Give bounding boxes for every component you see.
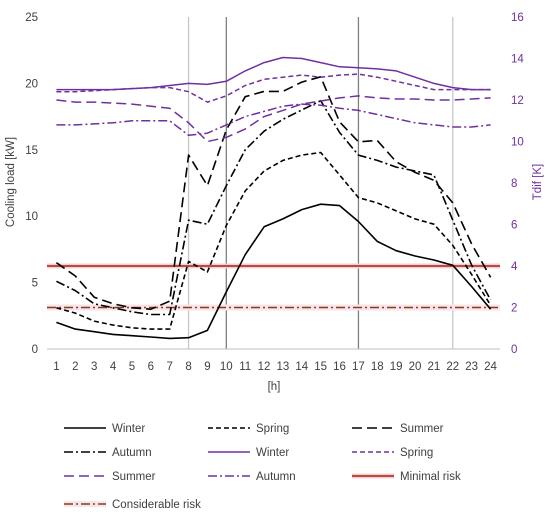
y2-tick-label: 4 — [511, 261, 518, 273]
y2-axis-title: Tdif [K] — [532, 164, 544, 200]
x-tick-label: 15 — [314, 361, 327, 373]
legend-label: Autumn — [256, 471, 296, 483]
risk-reference-lines — [47, 263, 500, 311]
legend-label: Spring — [400, 447, 433, 459]
x-tick-labels: 1 2 3 4 5 6 7 8 9 10 11 12 13 14 15 16 17 18 19 20 21 22 23 24 — [53, 361, 497, 373]
x-tick-label: 12 — [258, 361, 271, 373]
x-axis-title: [h] — [268, 381, 281, 393]
legend-item: Considerable risk — [64, 499, 201, 511]
legend-item: Minimal risk — [352, 471, 461, 483]
legend-item: Winter — [208, 447, 289, 459]
series-line-tdif-spring — [56, 73, 491, 103]
legend-item: Winter — [64, 423, 145, 435]
legend-item: Summer — [64, 471, 156, 483]
x-tick-label: 14 — [295, 361, 308, 373]
x-tick-label: 13 — [277, 361, 290, 373]
series-line-load-winter — [56, 203, 492, 340]
y2-tick-label: 10 — [511, 137, 524, 149]
series-line-tdif-winter — [56, 56, 491, 91]
x-tick-label: 10 — [220, 361, 233, 373]
y2-tick-label: 16 — [511, 12, 524, 24]
x-tick-label: 17 — [352, 361, 365, 373]
y2-tick-label: 6 — [511, 220, 517, 232]
x-tick-label: 8 — [185, 361, 191, 373]
x-tick-label: 18 — [371, 361, 384, 373]
x-tick-label: 21 — [428, 361, 441, 373]
x-tick-label: 7 — [166, 361, 172, 373]
y2-tick-label: 14 — [511, 54, 524, 66]
x-tick-label: 6 — [148, 361, 154, 373]
vertical-reference-lines — [187, 17, 454, 349]
legend-item: Autumn — [208, 471, 296, 483]
legend-label: Winter — [112, 423, 145, 435]
y-tick-label: 5 — [32, 278, 38, 290]
legend-label: Winter — [256, 447, 289, 459]
y-tick-label: 25 — [25, 12, 38, 24]
x-tick-label: 1 — [53, 361, 59, 373]
legend-label: Spring — [256, 423, 289, 435]
x-tick-label: 23 — [465, 361, 478, 373]
x-tick-label: 19 — [390, 361, 403, 373]
left-y-tick-labels: 0 5 10 15 20 25 — [25, 12, 38, 356]
legend-label: Minimal risk — [400, 471, 461, 483]
series-lines — [55, 56, 492, 340]
y-tick-label: 20 — [25, 78, 38, 90]
y2-tick-label: 0 — [511, 344, 517, 356]
series-line-load-autumn — [56, 99, 492, 316]
x-tick-label: 5 — [129, 361, 135, 373]
y2-tick-label: 8 — [511, 178, 517, 190]
legend-item: Summer — [352, 423, 444, 435]
y2-tick-label: 12 — [511, 95, 524, 107]
y-tick-label: 0 — [32, 344, 38, 356]
x-tick-label: 11 — [239, 361, 251, 373]
y-tick-label: 15 — [25, 145, 38, 157]
series-line-load-summer — [55, 76, 492, 311]
series-line-tdif-autumn — [56, 103, 491, 137]
y2-tick-label: 2 — [511, 303, 517, 315]
x-tick-label: 9 — [204, 361, 210, 373]
x-tick-label: 4 — [110, 361, 117, 373]
x-tick-label: 20 — [409, 361, 422, 373]
legend-item: Spring — [208, 423, 289, 435]
x-tick-label: 2 — [72, 361, 78, 373]
y-tick-label: 10 — [25, 211, 38, 223]
legend-label: Summer — [112, 471, 156, 483]
legend-label: Summer — [400, 423, 444, 435]
right-y-tick-labels: 0 2 4 6 8 10 12 14 16 — [511, 12, 524, 356]
x-tick-label: 16 — [333, 361, 346, 373]
legend: Winter Spring Summer Autumn Winter Spring Summ… — [64, 423, 461, 511]
series-line-tdif-summer — [56, 95, 491, 143]
legend-item: Autumn — [64, 447, 152, 459]
series-line-load-spring — [56, 151, 492, 330]
legend-label: Considerable risk — [112, 499, 201, 511]
legend-item: Spring — [352, 447, 433, 459]
legend-label: Autumn — [112, 447, 152, 459]
y-axis-title: Cooling load [kW] — [5, 137, 17, 227]
x-tick-label: 24 — [484, 361, 497, 373]
x-tick-label: 22 — [446, 361, 459, 373]
x-tick-label: 3 — [91, 361, 97, 373]
